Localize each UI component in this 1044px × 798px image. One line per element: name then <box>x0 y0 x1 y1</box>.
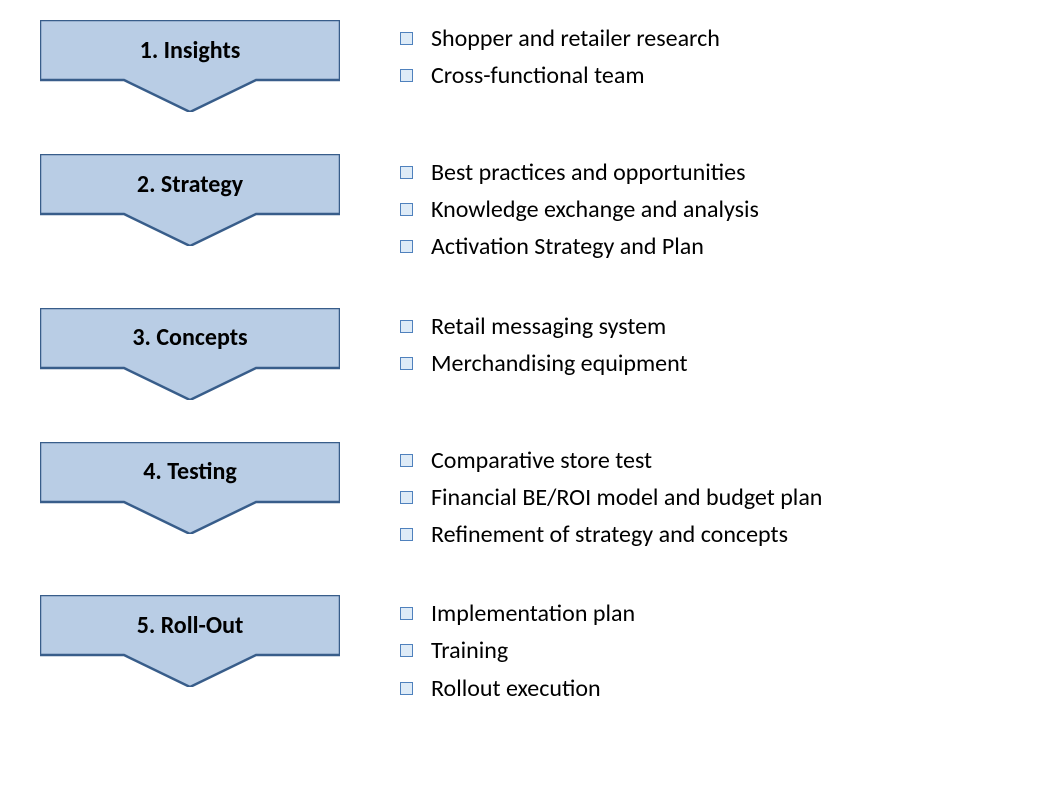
step-arrow-shape: 3. Concepts <box>40 308 340 400</box>
bullet-item: Knowledge exchange and analysis <box>400 191 1004 228</box>
bullet-square-icon <box>400 166 413 179</box>
bullet-item: Best practices and opportunities <box>400 154 1004 191</box>
bullet-square-icon <box>400 320 413 333</box>
bullet-item: Shopper and retailer research <box>400 20 1004 57</box>
bullet-text: Cross-functional team <box>431 57 645 94</box>
bullet-square-icon <box>400 69 413 82</box>
step-bullets: Best practices and opportunitiesKnowledg… <box>400 154 1004 266</box>
step-label: 3. Concepts <box>40 308 340 368</box>
bullet-item: Rollout execution <box>400 670 1004 707</box>
process-diagram: 1. Insights Shopper and retailer research… <box>40 20 1004 707</box>
step-arrow-shape: 1. Insights <box>40 20 340 112</box>
step-row: 5. Roll-Out Implementation planTrainingRo… <box>40 595 1004 707</box>
step-arrow-shape: 2. Strategy <box>40 154 340 246</box>
step-bullets: Implementation planTrainingRollout execu… <box>400 595 1004 707</box>
step-label: 5. Roll-Out <box>40 595 340 655</box>
step-arrow-shape: 4. Testing <box>40 442 340 534</box>
step-row: 1. Insights Shopper and retailer research… <box>40 20 1004 112</box>
bullet-square-icon <box>400 607 413 620</box>
bullet-item: Comparative store test <box>400 442 1004 479</box>
bullet-text: Refinement of strategy and concepts <box>431 516 788 553</box>
step-row: 4. Testing Comparative store testFinancia… <box>40 442 1004 554</box>
bullet-square-icon <box>400 203 413 216</box>
bullet-item: Retail messaging system <box>400 308 1004 345</box>
bullet-text: Activation Strategy and Plan <box>431 228 704 265</box>
bullet-item: Implementation plan <box>400 595 1004 632</box>
bullet-text: Implementation plan <box>431 595 635 632</box>
step-label: 4. Testing <box>40 442 340 502</box>
bullet-text: Retail messaging system <box>431 308 666 345</box>
bullet-square-icon <box>400 454 413 467</box>
bullet-item: Cross-functional team <box>400 57 1004 94</box>
step-row: 3. Concepts Retail messaging systemMercha… <box>40 308 1004 400</box>
bullet-item: Merchandising equipment <box>400 345 1004 382</box>
bullet-text: Shopper and retailer research <box>431 20 720 57</box>
step-bullets: Retail messaging systemMerchandising equ… <box>400 308 1004 382</box>
bullet-item: Activation Strategy and Plan <box>400 228 1004 265</box>
step-arrow-shape: 5. Roll-Out <box>40 595 340 687</box>
bullet-square-icon <box>400 682 413 695</box>
bullet-text: Training <box>431 632 508 669</box>
bullet-square-icon <box>400 357 413 370</box>
bullet-square-icon <box>400 528 413 541</box>
bullet-square-icon <box>400 644 413 657</box>
bullet-item: Financial BE/ROI model and budget plan <box>400 479 1004 516</box>
bullet-text: Merchandising equipment <box>431 345 688 382</box>
bullet-square-icon <box>400 491 413 504</box>
step-label: 2. Strategy <box>40 154 340 214</box>
bullet-item: Training <box>400 632 1004 669</box>
bullet-text: Rollout execution <box>431 670 601 707</box>
bullet-text: Financial BE/ROI model and budget plan <box>431 479 822 516</box>
bullet-square-icon <box>400 240 413 253</box>
bullet-text: Knowledge exchange and analysis <box>431 191 759 228</box>
step-bullets: Comparative store testFinancial BE/ROI m… <box>400 442 1004 554</box>
step-label: 1. Insights <box>40 20 340 80</box>
bullet-square-icon <box>400 32 413 45</box>
bullet-text: Best practices and opportunities <box>431 154 745 191</box>
bullet-text: Comparative store test <box>431 442 652 479</box>
step-row: 2. Strategy Best practices and opportunit… <box>40 154 1004 266</box>
step-bullets: Shopper and retailer researchCross-funct… <box>400 20 1004 94</box>
bullet-item: Refinement of strategy and concepts <box>400 516 1004 553</box>
